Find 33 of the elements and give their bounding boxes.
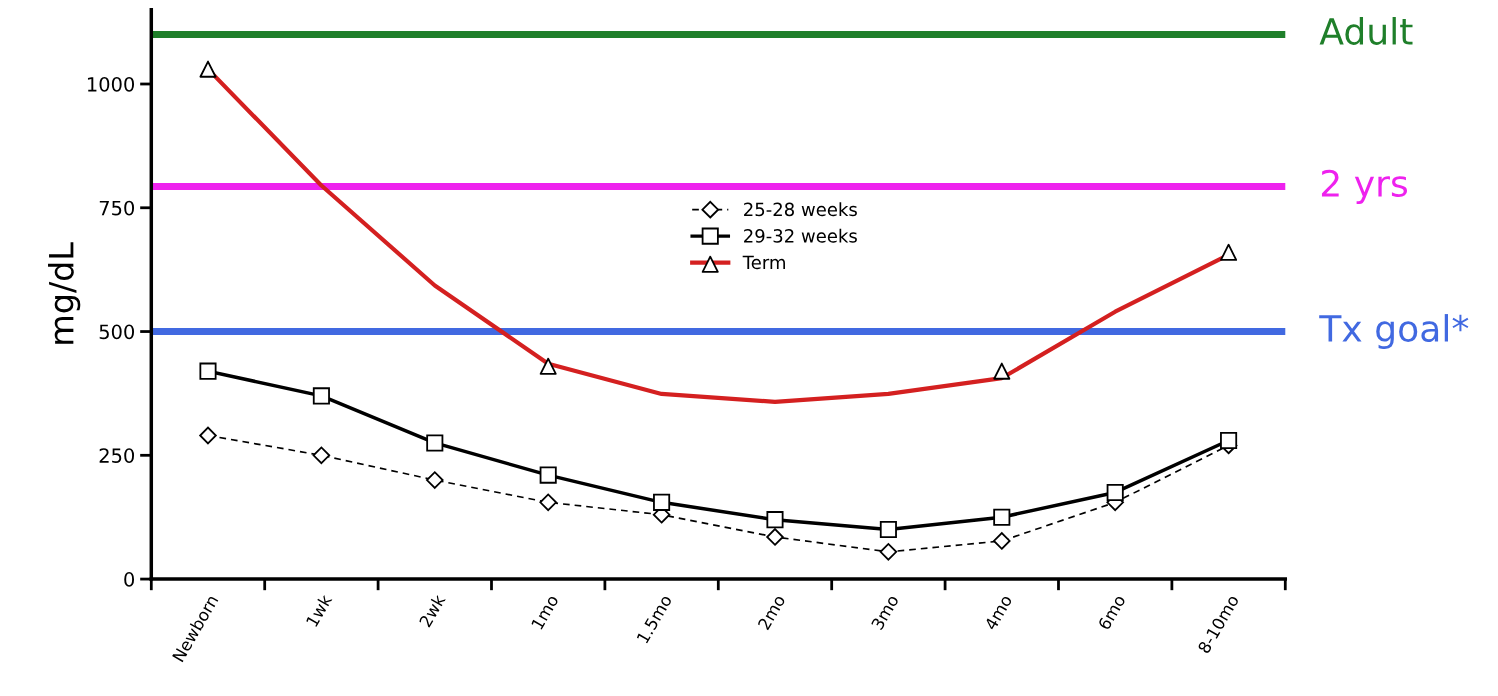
ref-line-label: 2 yrs xyxy=(1321,169,1408,204)
point xyxy=(993,508,1011,526)
point xyxy=(879,543,898,561)
point xyxy=(199,426,217,445)
point xyxy=(426,434,444,452)
ref-line-label: Adult xyxy=(1319,17,1413,45)
point xyxy=(1106,483,1124,501)
point xyxy=(993,362,1011,380)
legend-label: 25-28 weeks xyxy=(744,202,857,217)
ref-line-label: Tx goal* xyxy=(1319,314,1469,350)
point xyxy=(1220,243,1238,261)
point xyxy=(199,362,217,380)
point xyxy=(993,532,1011,550)
y-tick-label: 1000 xyxy=(87,76,135,92)
point xyxy=(312,387,330,405)
point xyxy=(539,493,557,512)
point xyxy=(1220,431,1238,449)
point xyxy=(199,60,217,78)
point xyxy=(539,357,557,375)
point xyxy=(766,528,784,546)
y-axis-title: mg/dL xyxy=(48,242,81,344)
legend-label: Term xyxy=(742,255,785,270)
point xyxy=(766,511,784,529)
point xyxy=(312,446,331,465)
point xyxy=(653,493,671,511)
legend-label: 29-32 weeks xyxy=(744,228,857,243)
y-tick-label: 500 xyxy=(99,324,135,340)
y-tick-label: 750 xyxy=(99,200,135,216)
y-tick-label: 250 xyxy=(99,448,135,463)
point xyxy=(539,466,557,484)
point xyxy=(879,521,897,539)
point xyxy=(426,471,444,489)
y-tick-label: 0 xyxy=(124,572,135,587)
